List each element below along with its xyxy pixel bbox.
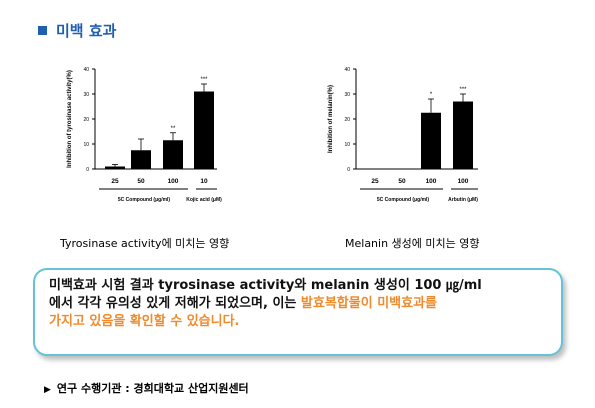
summary-highlight-2: 가지고 있음을 확인할 수 있습니다. (49, 314, 240, 329)
bar (453, 101, 473, 169)
summary-line-2-text: 에서 각각 유의성 있게 저해가 되었으며, 이는 (49, 296, 301, 311)
group-label: 5C Compound (μg/ml) (118, 197, 171, 203)
y-axis-label: Inhibition of tyrosinase activity(%) (67, 70, 73, 168)
bar (131, 150, 151, 169)
group-label: 5C Compound (μg/ml) (377, 197, 430, 203)
x-tick-label: 100 (458, 178, 469, 185)
significance-mark: *** (200, 77, 208, 83)
x-tick-label: 100 (426, 178, 437, 185)
research-institution: ▶ 연구 수행기관 : 경희대학교 산업지원센터 (44, 380, 249, 396)
x-tick-label: 50 (398, 178, 406, 185)
tyrosinase-chart: 0 10 20 30 40 Inhibition of tyrosinase activi… (67, 67, 222, 203)
x-tick-label: 25 (111, 178, 119, 185)
significance-mark: * (430, 92, 433, 98)
x-tick-label: 10 (200, 178, 208, 185)
x-tick-label: 25 (371, 178, 379, 185)
y-tick-label: 10 (344, 142, 350, 148)
tyrosinase-caption: Tyrosinase activity에 미치는 영향 (60, 237, 230, 250)
melanin-caption: Melanin 생성에 미치는 영향 (345, 237, 480, 250)
bar (163, 140, 183, 169)
y-tick-label: 0 (86, 167, 89, 173)
triangle-right-icon: ▶ (44, 385, 51, 395)
y-tick-label: 10 (83, 142, 89, 148)
bar (194, 91, 214, 169)
y-tick-label: 20 (83, 117, 89, 123)
summary-line-1: 미백효과 시험 결과 tyrosinase activity와 melanin … (49, 278, 482, 293)
research-institution-text: 연구 수행기관 : 경희대학교 산업지원센터 (56, 382, 249, 395)
y-tick-label: 30 (83, 92, 89, 98)
y-tick-label: 0 (347, 167, 350, 173)
significance-mark: *** (459, 87, 467, 93)
section-title: 미백 효과 (38, 20, 116, 41)
section-title-text: 미백 효과 (56, 22, 117, 40)
group-label: Arbutin (μM) (448, 197, 478, 203)
y-tick-label: 40 (344, 67, 350, 73)
y-tick-label: 20 (344, 117, 350, 123)
x-tick-label: 100 (168, 178, 179, 185)
y-tick-label: 30 (344, 92, 350, 98)
bar (421, 112, 441, 169)
bar (105, 166, 125, 169)
summary-highlight-1: 발효복합물이 미백효과를 (300, 296, 437, 311)
summary-line-2: 에서 각각 유의성 있게 저해가 되었으며, 이는 발효복합물이 미백효과를 (49, 295, 549, 313)
square-bullet-icon (38, 26, 47, 35)
melanin-chart: 0 10 20 30 40 Inhibition of melanin(%) 25 50 * 10… (328, 67, 478, 203)
x-tick-label: 50 (137, 178, 145, 185)
summary-box: 미백효과 시험 결과 tyrosinase activity와 melanin … (33, 268, 563, 356)
significance-mark: ** (171, 126, 176, 132)
y-axis-label: Inhibition of melanin(%) (328, 85, 334, 153)
y-tick-label: 40 (83, 67, 89, 73)
group-label: Kojic acid (μM) (186, 197, 222, 203)
